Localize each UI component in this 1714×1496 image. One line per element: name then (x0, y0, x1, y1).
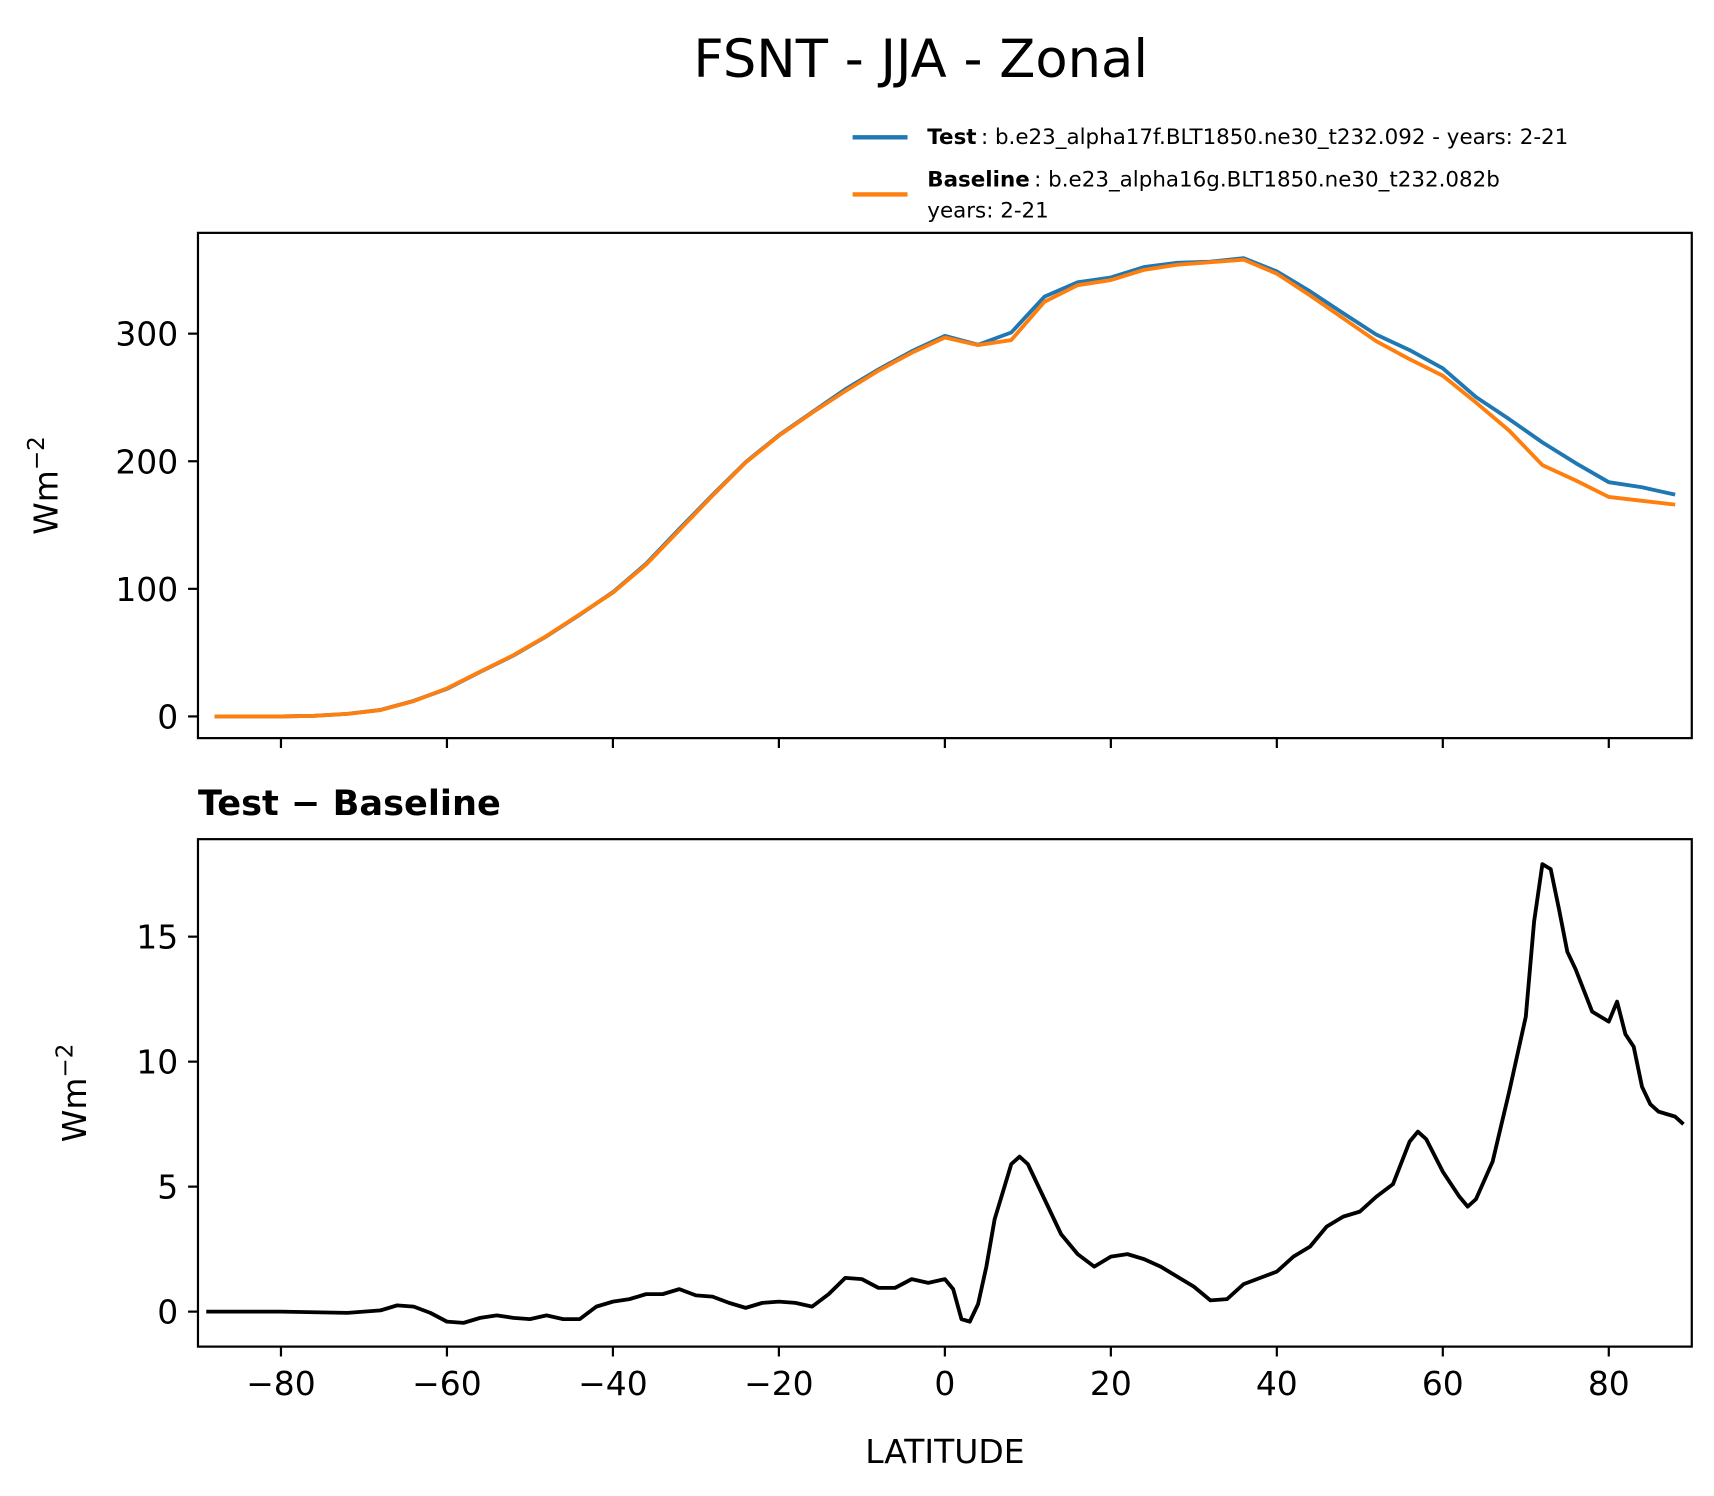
legend-description: years: 2-21 (927, 198, 1049, 223)
legend-label: Baseline: b.e23_alpha16g.BLT1850.ne30_t2… (927, 168, 1500, 193)
y-tick-label: 0 (157, 1293, 178, 1332)
x-tick-label: 40 (1256, 1364, 1298, 1403)
y-axis-label: Wm−2 (24, 436, 65, 535)
y-axis-label-base: Wm (26, 470, 65, 535)
y-axis-label: Wm−2 (53, 1044, 94, 1143)
x-tick-label: 0 (934, 1364, 955, 1403)
x-tick-label: −20 (744, 1364, 814, 1403)
axes-frame (196, 838, 1693, 1348)
y-axis-label-exponent: −2 (53, 1044, 79, 1078)
legend-name: Test (927, 125, 976, 150)
x-tick-label: 20 (1090, 1364, 1132, 1403)
x-tick-label: 80 (1588, 1364, 1630, 1403)
x-tick-label: −80 (246, 1364, 316, 1403)
legend-description: : b.e23_alpha17f.BLT1850.ne30_t232.092 -… (981, 125, 1568, 150)
panel-title: Test − Baseline (198, 783, 501, 824)
axes-frame (196, 231, 1693, 740)
y-tick-label: 100 (115, 570, 178, 609)
y-tick-label: 5 (157, 1168, 178, 1207)
x-axis-label: LATITUDE (865, 1432, 1024, 1471)
y-tick-label: 10 (136, 1043, 178, 1082)
y-axis-label-base: Wm (55, 1078, 94, 1143)
legend-description: : b.e23_alpha16g.BLT1850.ne30_t232.082b (1034, 168, 1500, 193)
legend-name: Baseline (927, 168, 1029, 193)
legend-label: years: 2-21 (927, 198, 1049, 223)
y-tick-label: 200 (115, 442, 178, 481)
x-tick-label: 60 (1422, 1364, 1464, 1403)
legend-label: Test: b.e23_alpha17f.BLT1850.ne30_t232.0… (927, 125, 1568, 150)
y-tick-label: 15 (136, 918, 178, 957)
y-axis-label-exponent: −2 (24, 436, 50, 470)
series-line (206, 862, 1685, 1325)
x-tick-label: −40 (578, 1364, 648, 1403)
y-tick-label: 0 (157, 698, 178, 737)
chart-title: FSNT - JJA - Zonal (693, 29, 1148, 90)
series-line (214, 256, 1676, 719)
series-line (214, 257, 1676, 719)
x-tick-label: −60 (412, 1364, 482, 1403)
y-tick-label: 300 (115, 315, 178, 354)
